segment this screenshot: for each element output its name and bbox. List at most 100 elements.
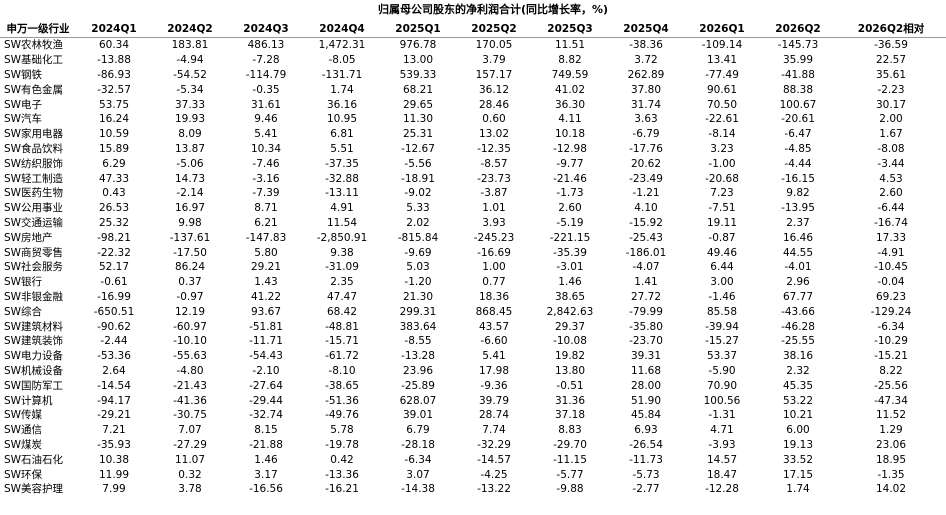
header-cell: 2025Q3 [532,20,608,38]
growth-cell: 13.80 [554,364,586,377]
growth-cell: -23.73 [477,172,511,185]
header-cell: 2025Q4 [608,20,684,38]
growth-cell: 6.79 [406,424,430,437]
growth-cell: 2.35 [330,276,354,289]
growth-cell: -20.68 [705,172,739,185]
growth-cell: -35.39 [553,246,587,259]
growth-cell: 38.16 [782,350,814,363]
growth-cell: -32.88 [325,172,359,185]
growth-cell: -43.66 [781,305,815,318]
growth-cell: 1,472.31 [318,39,366,52]
industry-name: SW石油石化 [4,453,64,466]
growth-cell: -0.51 [556,379,584,392]
growth-cell: -10.29 [874,335,908,348]
growth-cell: 35.99 [782,54,814,67]
growth-cell: -17.76 [629,142,663,155]
growth-cell: 628.07 [399,394,437,407]
growth-cell: -53.36 [97,350,131,363]
table-row: SW国防军工 -14.54 -21.43 -27.64 -38.65 -25.89 -9.3… [0,378,946,393]
header-row: 申万一级行业 2024Q1 2024Q2 2024Q3 2024Q4 2025Q1 2025… [0,20,946,38]
growth-cell: 60.34 [98,39,130,52]
growth-cell: 1.01 [482,202,506,215]
growth-cell: -41.36 [173,394,207,407]
growth-cell: 45.84 [630,409,662,422]
data-table: 申万一级行业 2024Q1 2024Q2 2024Q3 2024Q4 2025Q1 2025… [0,20,946,497]
growth-cell: 16.24 [98,113,130,126]
growth-cell: -8.55 [404,335,432,348]
growth-cell: 8.09 [178,128,202,141]
industry-name: SW通信 [4,424,43,437]
industry-name: SW农林牧渔 [4,39,64,52]
growth-cell: -14.38 [401,483,435,496]
growth-cell: 23.06 [875,438,907,451]
growth-cell: 31.61 [250,98,282,111]
growth-cell: 25.32 [98,216,130,229]
growth-cell: 8.71 [254,202,278,215]
growth-cell: 6.93 [634,424,658,437]
growth-cell: -15.71 [325,335,359,348]
growth-cell: 2.60 [879,187,903,200]
table-row: SW社会服务 52.17 86.24 29.21 -31.09 5.03 1.00 -3.01… [0,260,946,275]
growth-cell: 88.38 [782,83,814,96]
growth-cell: -15.21 [874,350,908,363]
growth-cell: 1.46 [558,276,582,289]
header-cell: 2025Q1 [380,20,456,38]
industry-name: SW机械设备 [4,364,64,377]
growth-cell: 170.05 [475,39,513,52]
growth-cell: -86.93 [97,68,131,81]
growth-cell: 47.33 [98,172,130,185]
growth-cell: 6.29 [102,157,126,170]
industry-name: SW轻工制造 [4,172,64,185]
growth-cell: -1.21 [632,187,660,200]
growth-cell: 5.80 [254,246,278,259]
growth-cell: -0.35 [252,83,280,96]
growth-cell: 4.53 [879,172,903,185]
growth-cell: -7.51 [708,202,736,215]
growth-cell: 5.33 [406,202,430,215]
growth-cell: 5.41 [482,350,506,363]
growth-cell: -5.19 [556,216,584,229]
industry-name: SW汽车 [4,113,43,126]
growth-cell: 41.02 [554,83,586,96]
growth-cell: 2,842.63 [546,305,594,318]
growth-cell: -7.28 [252,54,280,67]
growth-cell: 17.33 [875,231,907,244]
growth-cell: -14.57 [477,453,511,466]
growth-cell: -5.06 [176,157,204,170]
growth-cell: -7.46 [252,157,280,170]
growth-cell: -3.01 [556,261,584,274]
growth-cell: -114.79 [245,68,287,81]
growth-cell: -37.35 [325,157,359,170]
growth-cell: 3.07 [406,468,430,481]
growth-cell: -11.71 [249,335,283,348]
growth-cell: -4.80 [176,364,204,377]
growth-cell: 68.42 [326,305,358,318]
growth-cell: 4.11 [558,113,582,126]
growth-cell: 1.74 [330,83,354,96]
growth-cell: -8.08 [877,142,905,155]
table-row: SW医药生物 0.43 -2.14 -7.39 -13.11 -9.02 -3.87 -1.7… [0,186,946,201]
growth-cell: 1.00 [482,261,506,274]
growth-cell: 93.67 [250,305,282,318]
growth-cell: 39.79 [478,394,510,407]
growth-cell: -16.99 [97,290,131,303]
growth-cell: 6.81 [330,128,354,141]
industry-name: SW公用事业 [4,202,64,215]
growth-cell: -129.24 [870,305,912,318]
growth-cell: -9.36 [480,379,508,392]
growth-cell: -23.49 [629,172,663,185]
growth-cell: 262.89 [627,68,665,81]
growth-cell: 10.21 [782,409,814,422]
growth-cell: -18.91 [401,172,435,185]
growth-cell: -23.70 [629,335,663,348]
growth-cell: -12.35 [477,142,511,155]
growth-cell: -1.73 [556,187,584,200]
growth-cell: -11.73 [629,453,663,466]
growth-cell: -32.57 [97,83,131,96]
growth-cell: -6.44 [877,202,905,215]
growth-cell: 35.61 [875,68,907,81]
table-row: SW建筑材料 -90.62 -60.97 -51.81 -48.81 383.64 43.5… [0,319,946,334]
growth-cell: 2.60 [558,202,582,215]
growth-cell: 8.15 [254,424,278,437]
growth-cell: -10.10 [173,335,207,348]
